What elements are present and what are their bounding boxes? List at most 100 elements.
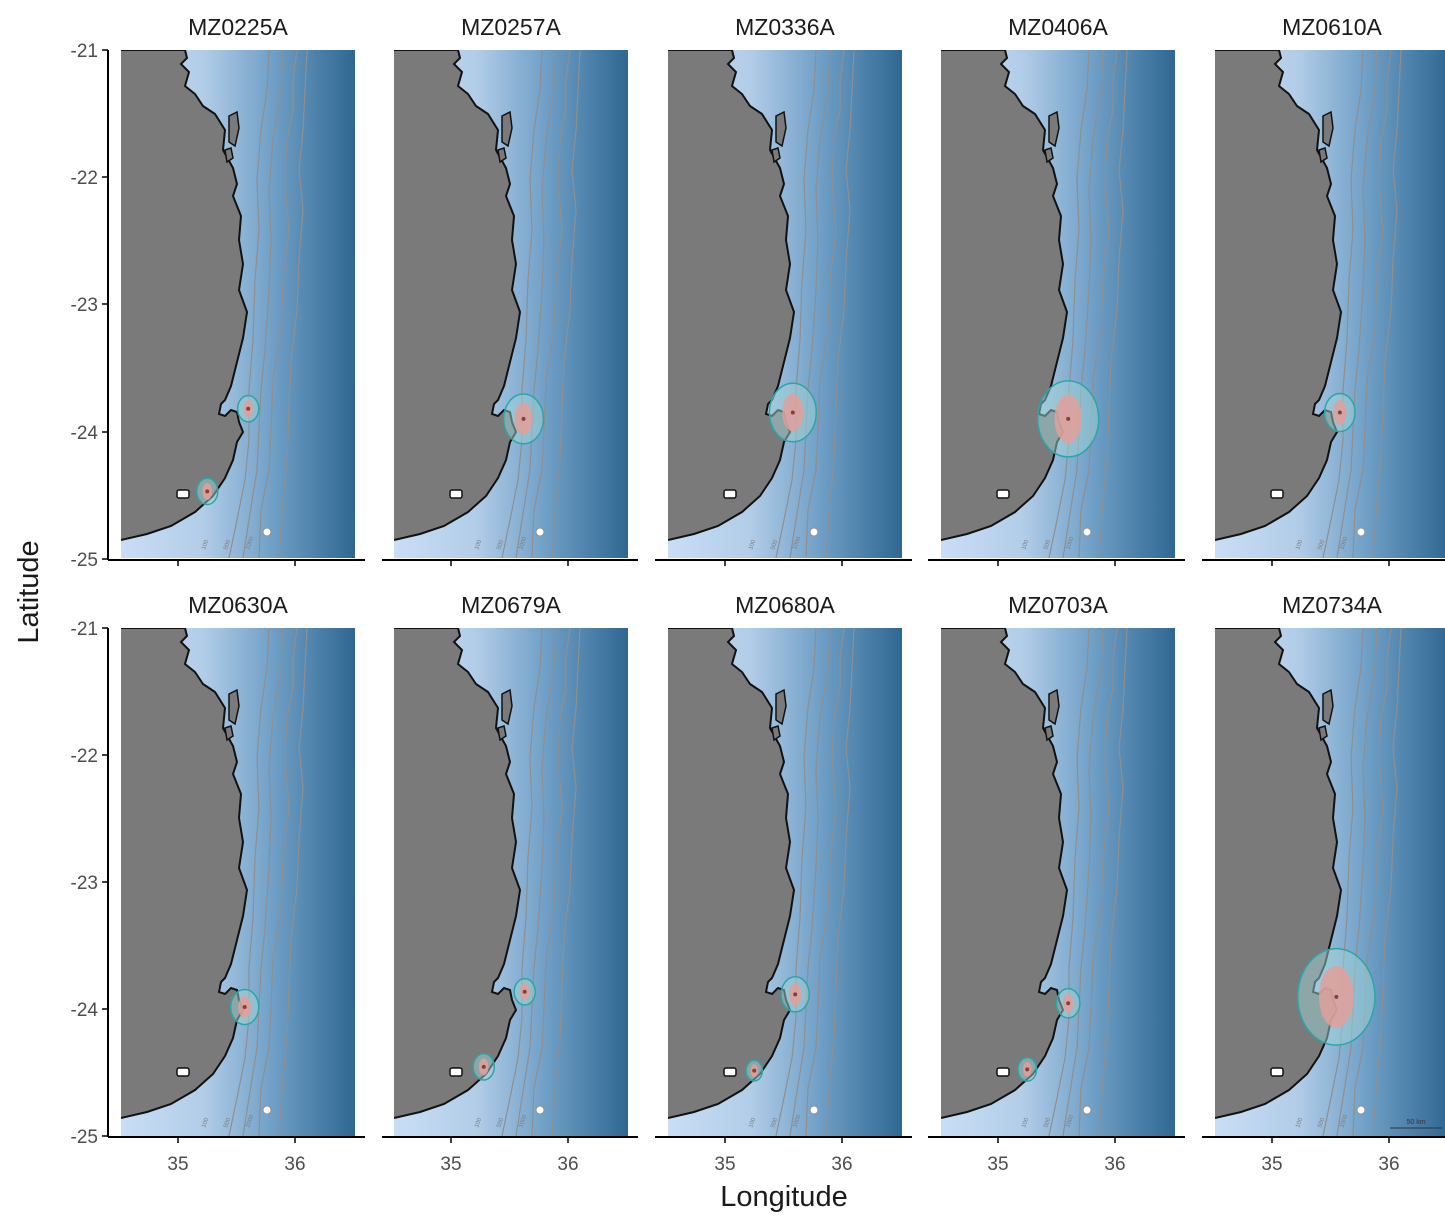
lake: [449, 489, 463, 499]
bathymetry-contour: [1322, 628, 1364, 1136]
land-mass: [394, 50, 520, 558]
location-point: [521, 416, 526, 421]
bathymetry-contour: [551, 628, 581, 1136]
island: [1322, 110, 1334, 148]
x-tick-label: 36: [1378, 1154, 1399, 1175]
bathymetry-contour: [1352, 50, 1392, 558]
x-axis: [1202, 559, 1445, 566]
land-mass: [121, 50, 247, 558]
contour-label: 100: [748, 539, 757, 551]
island: [1044, 725, 1054, 742]
x-tick-label: 35: [167, 1154, 188, 1175]
coastline: [941, 50, 1069, 541]
bathymetry-contour: [551, 50, 581, 558]
scale-bar: 50 km: [1390, 1119, 1442, 1129]
contour-label: 100: [474, 539, 483, 551]
location-point: [790, 410, 795, 415]
lake: [996, 1067, 1010, 1077]
panel-title: MZ0257A: [461, 14, 561, 40]
y-tick-label: -23: [71, 295, 98, 316]
seamount: [1356, 527, 1366, 537]
panel-title: MZ0703A: [1008, 592, 1108, 618]
island: [224, 147, 234, 164]
contour-label: 500: [1317, 1117, 1326, 1129]
location-point: [1334, 994, 1339, 999]
contour-label: 500: [496, 539, 505, 551]
bathymetry-contour: [1372, 50, 1402, 558]
contour-label: 1000: [1065, 1113, 1075, 1128]
bathymetry-contour: [515, 628, 557, 1136]
bathymetry-contour: [515, 50, 557, 558]
y-tick-label: -21: [71, 619, 98, 640]
bathymetry-contour: [258, 628, 298, 1136]
panel-title: MZ0680A: [735, 592, 835, 618]
contour-label: 100: [474, 1117, 483, 1129]
map-panel: 100 500 1000 MZ0703A: [941, 592, 1175, 1136]
island: [1048, 688, 1060, 726]
bathymetry-contour: [805, 628, 845, 1136]
x-tick-label: 35: [714, 1154, 735, 1175]
x-axis: [108, 559, 365, 566]
seamount: [809, 527, 819, 537]
land-mass: [668, 628, 794, 1136]
location-point: [481, 1064, 486, 1069]
lake: [449, 1067, 463, 1077]
contour-label: 500: [1043, 539, 1052, 551]
location-point: [246, 406, 251, 411]
bathymetry-contour: [242, 628, 284, 1136]
map-panels: 100 500 1000 MZ0225A 100 500 1000 MZ0257A 100 500…: [108, 14, 1445, 1175]
land-mass: [941, 50, 1067, 558]
panel-title: MZ0406A: [1008, 14, 1108, 40]
contour-label: 1000: [792, 535, 802, 550]
location-point: [522, 989, 527, 994]
location-point: [205, 489, 210, 494]
contour-label: 500: [496, 1117, 505, 1129]
bathymetry-contour: [1372, 628, 1402, 1136]
coastline: [668, 628, 796, 1119]
island: [501, 110, 513, 148]
bathymetry-contour: [789, 628, 831, 1136]
bathymetry-contour: [1062, 50, 1104, 558]
bathymetry-contour: [1078, 628, 1118, 1136]
bathymetry-contour: [1098, 628, 1128, 1136]
x-axis: [655, 559, 912, 566]
island: [497, 147, 507, 164]
island: [1322, 688, 1334, 726]
contour-label: 1000: [245, 535, 255, 550]
panel-title: MZ0336A: [735, 14, 835, 40]
x-axis: [382, 559, 638, 566]
contour-label: 1000: [518, 535, 528, 550]
y-tick-label: -21: [71, 41, 98, 62]
lake: [176, 1067, 190, 1077]
x-tick-label: 35: [1261, 1154, 1282, 1175]
seamount: [1082, 527, 1092, 537]
contour-label: 1000: [1065, 535, 1075, 550]
x-tick-label: 36: [557, 1154, 578, 1175]
x-axis: 35 36: [382, 1136, 638, 1175]
coastline: [668, 50, 796, 541]
location-point: [1337, 410, 1342, 415]
land-mass: [394, 628, 520, 1136]
y-tick-label: -22: [71, 746, 98, 767]
contour-label: 500: [223, 1117, 232, 1129]
lake: [723, 489, 737, 499]
bathymetry-contour: [825, 628, 855, 1136]
bathymetry-contour: [278, 628, 308, 1136]
seamount: [535, 527, 545, 537]
island: [775, 688, 787, 726]
bathymetry-contour: [258, 50, 298, 558]
contour-label: 100: [1295, 1117, 1304, 1129]
land-mass: [668, 50, 794, 558]
x-tick-label: 36: [1104, 1154, 1125, 1175]
x-axis: 35 36: [108, 1136, 365, 1175]
contour-label: 500: [223, 539, 232, 551]
island: [1044, 147, 1054, 164]
x-axis: 35 36: [928, 1136, 1185, 1175]
map-panel: 100 500 1000 MZ0680A: [668, 592, 902, 1136]
x-axis-title: Longitude: [720, 1181, 847, 1213]
bathymetry-contour: [1352, 628, 1392, 1136]
contour-label: 100: [201, 1117, 210, 1129]
contour-label: 1000: [518, 1113, 528, 1128]
coastline: [121, 50, 249, 541]
x-tick-label: 35: [440, 1154, 461, 1175]
